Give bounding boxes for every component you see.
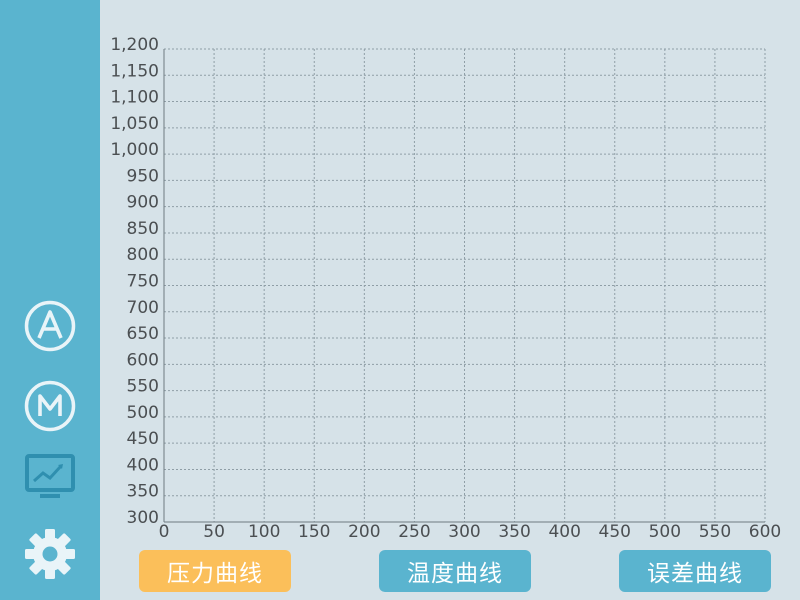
- y-tick-label: 1,100: [110, 88, 159, 108]
- main-panel: 300 350 400 450 500 550 600 650 700 750 800 850 900 9…: [100, 0, 800, 600]
- chart: 3003504004505005506006507007508008509009…: [110, 35, 781, 542]
- pressure-curve-button[interactable]: 压力曲线: [139, 550, 291, 592]
- x-tick-label: 550: [699, 522, 731, 542]
- y-tick-label: 1,050: [110, 114, 159, 134]
- y-tick-label: 850: [127, 219, 159, 239]
- settings-gear-icon: [25, 529, 75, 579]
- y-tick-label: 300: [127, 508, 159, 528]
- manual-mode-button[interactable]: [22, 378, 78, 434]
- monitor-chart-icon: [25, 454, 75, 498]
- settings-button[interactable]: [22, 526, 78, 582]
- y-tick-label: 500: [127, 403, 159, 423]
- x-tick-label: 250: [398, 522, 430, 542]
- error-curve-button[interactable]: 误差曲线: [619, 550, 771, 592]
- x-tick-label: 350: [498, 522, 530, 542]
- x-tick-label: 0: [159, 522, 170, 542]
- temperature-curve-button[interactable]: 温度曲线: [379, 550, 531, 592]
- y-tick-label: 1,150: [110, 61, 159, 81]
- x-tick-label: 450: [599, 522, 631, 542]
- auto-mode-button[interactable]: [22, 298, 78, 354]
- x-tick-label: 150: [298, 522, 330, 542]
- x-tick-label: 50: [203, 522, 225, 542]
- manual-mode-icon: [24, 380, 76, 432]
- x-tick-label: 400: [548, 522, 580, 542]
- y-tick-label: 700: [127, 298, 159, 318]
- y-tick-label: 450: [127, 429, 159, 449]
- monitor-chart-button[interactable]: [22, 450, 78, 506]
- sidebar: [0, 0, 100, 600]
- y-tick-label: 600: [127, 350, 159, 370]
- x-tick-label: 500: [649, 522, 681, 542]
- y-tick-label: 400: [127, 455, 159, 475]
- y-tick-label: 950: [127, 166, 159, 186]
- x-tick-label: 200: [348, 522, 380, 542]
- y-tick-label: 900: [127, 193, 159, 213]
- y-tick-label: 1,200: [110, 35, 159, 55]
- y-tick-label: 750: [127, 272, 159, 292]
- auto-mode-icon: [24, 300, 76, 352]
- y-tick-label: 800: [127, 245, 159, 265]
- y-tick-label: 1,000: [110, 140, 159, 160]
- y-tick-label: 350: [127, 482, 159, 502]
- x-tick-label: 300: [448, 522, 480, 542]
- y-tick-label: 650: [127, 324, 159, 344]
- y-tick-label: 550: [127, 377, 159, 397]
- x-tick-label: 600: [749, 522, 781, 542]
- x-tick-label: 100: [248, 522, 280, 542]
